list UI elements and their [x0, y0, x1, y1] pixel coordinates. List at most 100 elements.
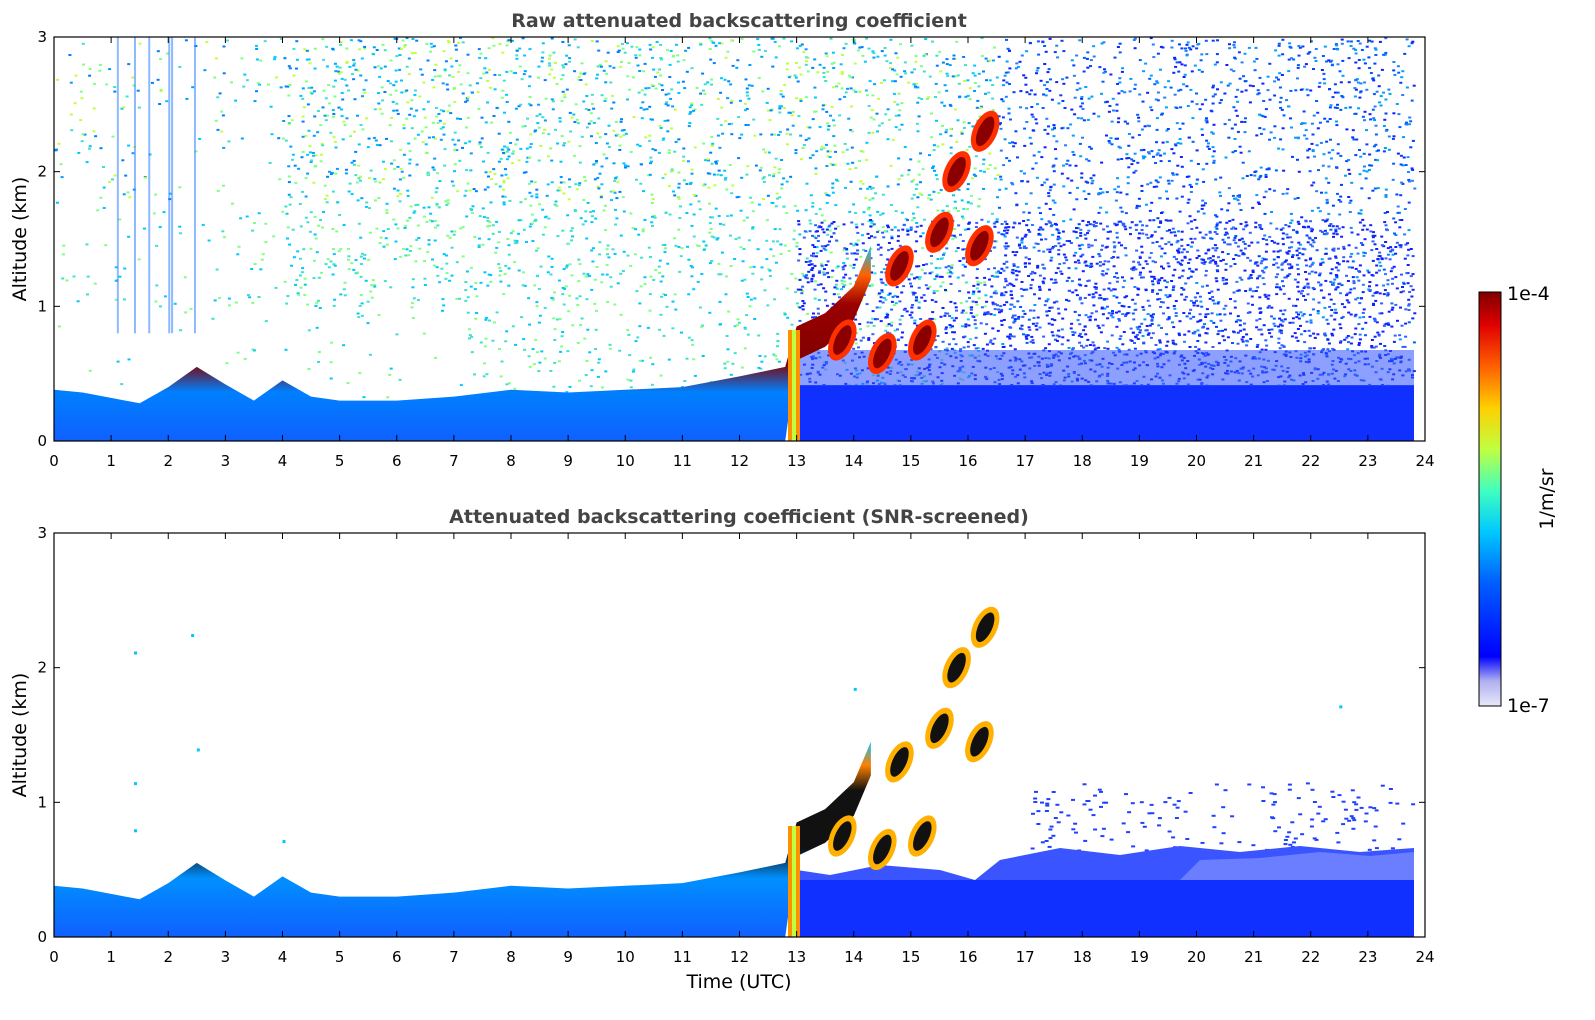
noise-pixel	[1340, 42, 1344, 45]
noise-pixel	[348, 182, 352, 185]
noise-pixel	[347, 247, 351, 250]
noise-pixel	[566, 350, 570, 353]
noise-pixel	[1069, 218, 1073, 221]
noise-pixel	[1066, 159, 1070, 162]
noise-pixel	[604, 97, 608, 100]
noise-pixel	[573, 38, 577, 41]
noise-pixel	[1212, 159, 1216, 162]
noise-pixel	[547, 255, 551, 258]
noise-pixel	[1004, 254, 1008, 257]
noise-pixel	[529, 204, 533, 207]
noise-pixel	[1413, 187, 1417, 190]
noise-pixel	[600, 281, 604, 284]
noise-pixel	[385, 137, 388, 140]
noise-pixel	[410, 302, 414, 305]
noise-pixel	[1392, 61, 1396, 63]
noise-pixel	[629, 151, 633, 153]
noise-pixel	[507, 267, 511, 270]
noise-pixel	[1405, 121, 1408, 124]
noise-pixel	[826, 155, 830, 158]
noise-pixel	[547, 155, 550, 158]
noise-pixel	[609, 81, 613, 84]
noise-pixel	[475, 82, 479, 85]
noise-pixel	[724, 177, 728, 180]
noise-pixel	[1310, 142, 1314, 145]
noise-pixel	[1060, 172, 1064, 175]
noise-pixel	[1053, 127, 1056, 130]
noise-pixel	[956, 74, 960, 77]
noise-pixel	[1004, 247, 1008, 250]
noise-pixel	[515, 241, 519, 244]
noise-pixel	[654, 87, 658, 90]
noise-pixel	[1215, 325, 1218, 328]
noise-pixel	[897, 235, 900, 238]
noise-pixel	[519, 147, 523, 150]
noise-pixel	[616, 51, 620, 53]
noise-pixel	[672, 190, 675, 193]
noise-pixel	[850, 252, 854, 255]
noise-pixel	[1105, 225, 1109, 228]
noise-pixel	[1395, 193, 1399, 196]
noise-pixel	[650, 83, 654, 86]
noise-pixel	[1011, 141, 1014, 144]
noise-pixel	[670, 170, 673, 173]
noise-pixel	[1354, 52, 1358, 55]
noise-pixel	[891, 80, 895, 83]
noise-pixel	[836, 265, 840, 268]
noise-pixel	[598, 63, 602, 66]
noise-pixel	[390, 140, 393, 143]
noise-pixel	[692, 109, 696, 112]
noise-pixel	[434, 356, 438, 359]
panel1-plot-area	[54, 37, 1417, 441]
noise-pixel	[585, 126, 589, 129]
noise-pixel	[1224, 156, 1228, 159]
noise-pixel	[1377, 149, 1380, 152]
noise-pixel	[564, 63, 568, 66]
noise-pixel	[806, 312, 809, 315]
noise-pixel	[637, 91, 641, 94]
noise-pixel	[824, 52, 828, 55]
noise-pixel	[1180, 259, 1184, 262]
noise-pixel	[610, 107, 614, 110]
noise-pixel	[1280, 268, 1284, 271]
noise-pixel	[436, 224, 440, 227]
noise-pixel	[1327, 165, 1331, 168]
noise-pixel	[636, 64, 640, 67]
noise-pixel	[1326, 218, 1330, 221]
noise-pixel	[1261, 237, 1265, 240]
noise-pixel	[555, 204, 559, 207]
noise-pixel	[313, 67, 317, 70]
noise-pixel	[680, 386, 684, 388]
noise-pixel	[414, 204, 418, 207]
noise-pixel	[739, 99, 742, 102]
noise-pixel	[1270, 240, 1274, 242]
noise-pixel	[313, 165, 317, 168]
noise-pixel	[459, 83, 463, 86]
noise-pixel	[1363, 165, 1366, 168]
noise-pixel	[1153, 277, 1157, 280]
noise-pixel	[618, 144, 622, 147]
noise-pixel	[1398, 226, 1402, 229]
noise-pixel	[938, 267, 942, 270]
noise-pixel	[960, 130, 964, 133]
noise-pixel	[964, 64, 967, 67]
noise-pixel	[562, 192, 566, 195]
noise-pixel	[1211, 95, 1215, 98]
noise-pixel	[1383, 118, 1387, 121]
noise-pixel	[734, 238, 738, 241]
noise-pixel	[216, 189, 220, 192]
noise-pixel	[1031, 129, 1035, 132]
noise-pixel	[1110, 120, 1114, 123]
noise-pixel	[1247, 46, 1251, 49]
noise-pixel	[1140, 322, 1144, 325]
noise-pixel	[1291, 317, 1295, 320]
noise-pixel	[565, 391, 569, 394]
noise-pixel	[1354, 313, 1358, 316]
noise-pixel	[1205, 117, 1208, 120]
noise-pixel	[869, 257, 873, 260]
noise-pixel	[664, 173, 667, 176]
noise-pixel	[598, 136, 602, 139]
noise-pixel	[313, 233, 317, 236]
noise-pixel	[1332, 235, 1335, 238]
noise-pixel	[1234, 235, 1238, 237]
